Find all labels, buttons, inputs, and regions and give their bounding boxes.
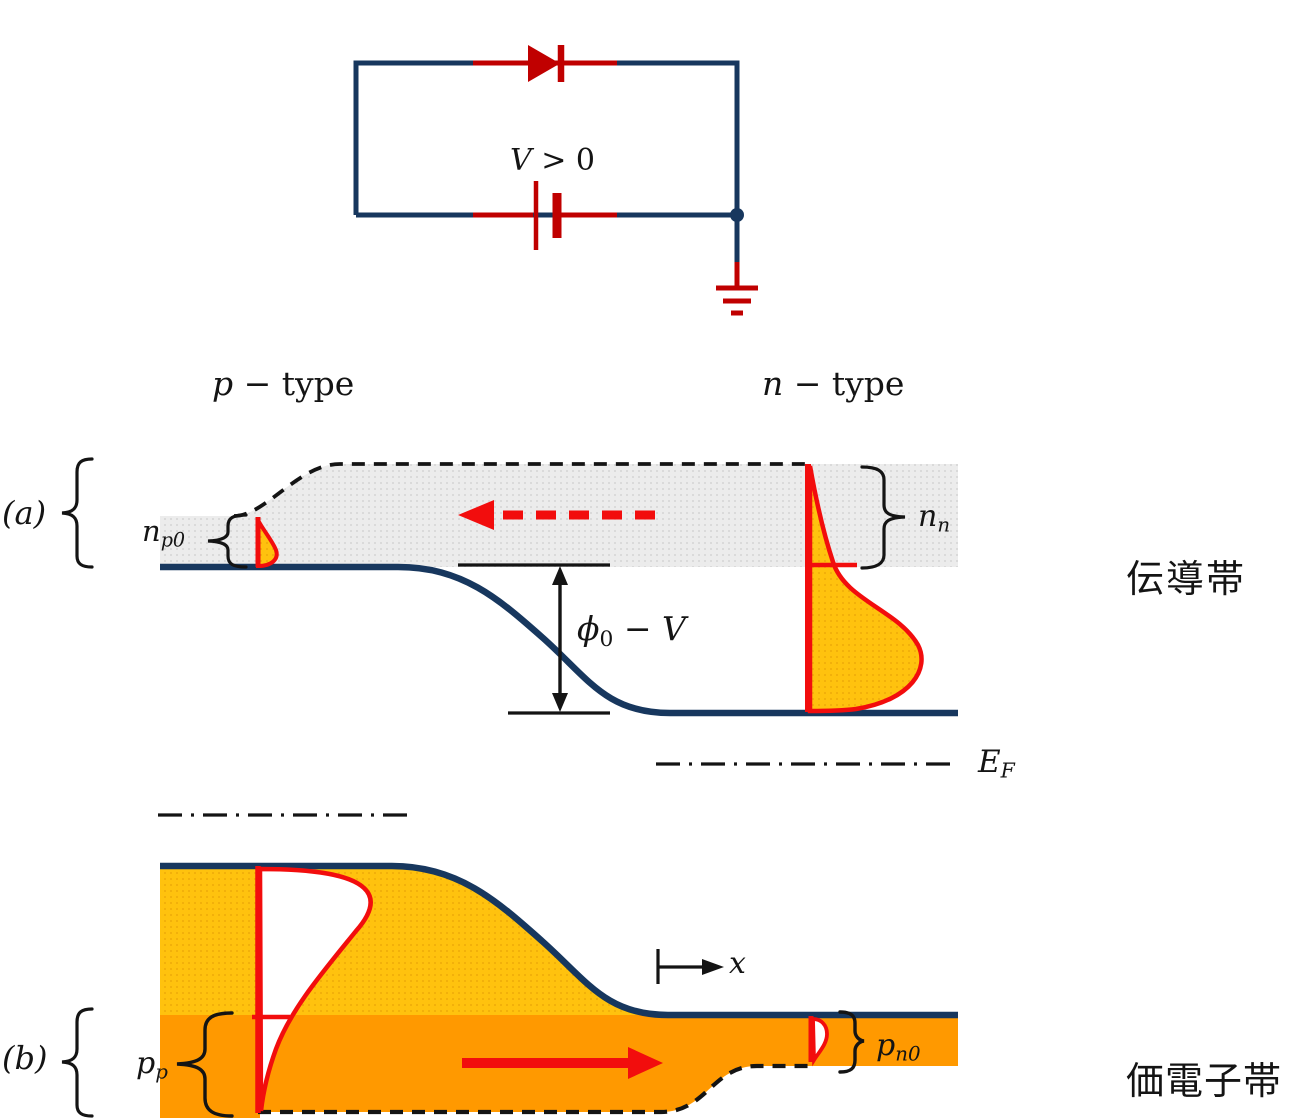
electron-flow-arrow bbox=[458, 500, 655, 530]
pn0-brace bbox=[838, 1010, 865, 1074]
nn-brace bbox=[860, 465, 906, 570]
hole-distribution-p-side bbox=[252, 866, 373, 1113]
n-type-label: n − type bbox=[762, 364, 905, 403]
np0-label: np0 bbox=[142, 514, 186, 552]
hole-distribution-n-side bbox=[808, 1016, 829, 1067]
x-axis-label: x bbox=[729, 946, 746, 981]
battery-icon bbox=[473, 181, 617, 250]
electron-distribution-p-side bbox=[255, 517, 279, 569]
conduction-band-panel bbox=[61, 457, 958, 766]
barrier-height-annotation bbox=[458, 563, 610, 715]
p-type-label: p − type bbox=[212, 364, 355, 403]
valence-band-name: 価電子帯 bbox=[1126, 1059, 1283, 1103]
panel-b-brace bbox=[61, 1007, 94, 1118]
junction-dot bbox=[730, 208, 744, 222]
valence-band-panel bbox=[61, 813, 958, 1118]
panel-b-tag: (b) bbox=[2, 1039, 48, 1077]
pn0-label: pn0 bbox=[876, 1028, 921, 1066]
barrier-height-label: ϕ0 − V bbox=[577, 609, 686, 653]
diode-icon bbox=[473, 45, 617, 82]
np0-brace bbox=[207, 513, 248, 569]
conduction-band-name: 伝導帯 bbox=[1126, 557, 1247, 601]
x-axis-marker bbox=[656, 949, 724, 984]
hole-flow-arrow bbox=[462, 1047, 663, 1079]
conduction-band-edge bbox=[160, 563, 958, 717]
fermi-level-label: EF bbox=[978, 744, 1015, 783]
electron-band-region bbox=[160, 464, 958, 567]
panel-a-tag: (a) bbox=[2, 494, 47, 532]
pp-brace bbox=[176, 1011, 234, 1118]
voltage-label: V > 0 bbox=[510, 143, 595, 178]
ground-icon bbox=[716, 262, 758, 316]
pp-label: pp bbox=[136, 1046, 168, 1084]
panel-a-brace bbox=[61, 457, 94, 569]
valence-band-fill-upper bbox=[160, 867, 662, 1015]
nn-label: nn bbox=[918, 499, 951, 537]
electron-distribution-n-side bbox=[805, 464, 924, 714]
circuit-diagram bbox=[353, 45, 758, 316]
valence-band-edge bbox=[160, 862, 958, 1019]
